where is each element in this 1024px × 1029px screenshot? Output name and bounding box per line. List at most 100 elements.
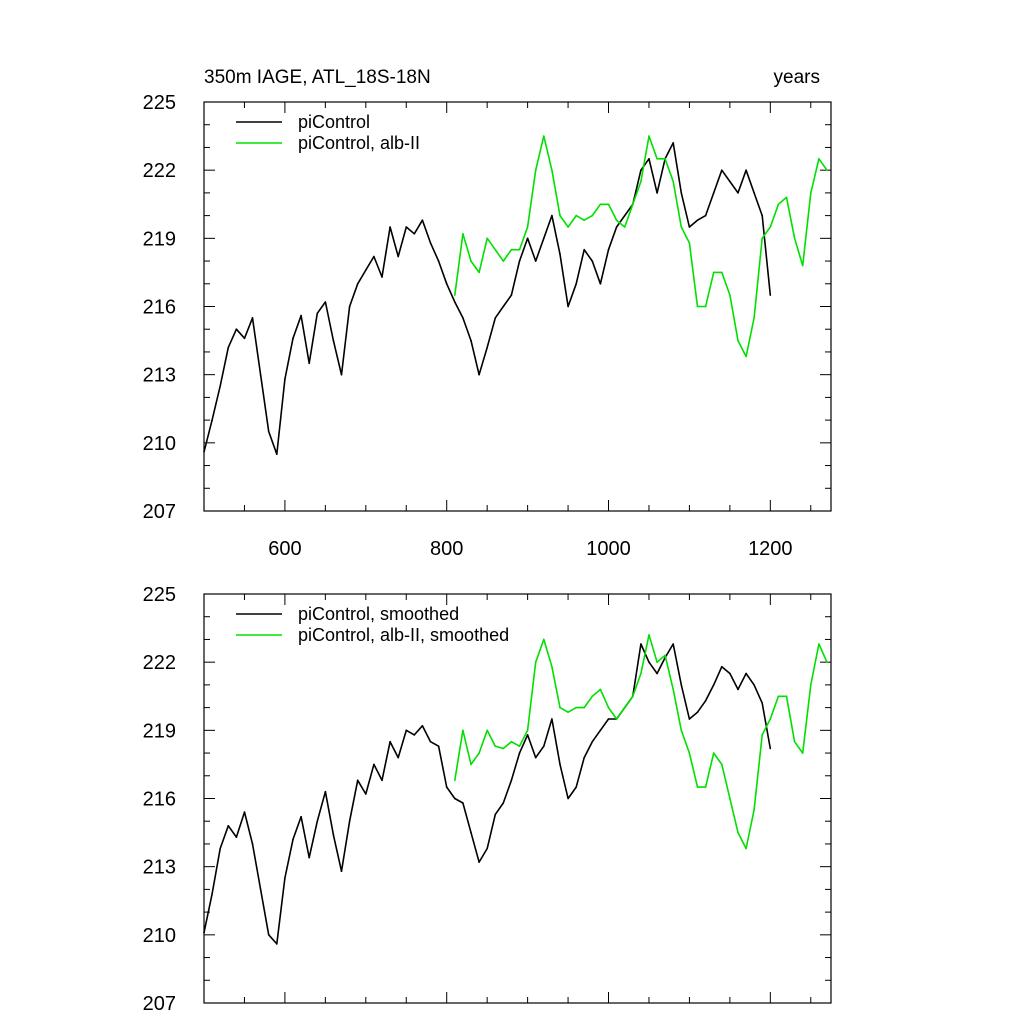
data-point (583, 219, 585, 221)
y-tick-label: 216 (143, 297, 176, 319)
data-point (753, 192, 755, 194)
data-point (510, 779, 513, 782)
data-point (551, 169, 553, 171)
data-point (470, 260, 472, 262)
data-point (575, 214, 577, 217)
data-point (381, 276, 383, 278)
x-tick-label: 600 (268, 538, 301, 560)
data-point (454, 294, 456, 296)
data-point (203, 451, 205, 453)
y-tick-label: 210 (143, 433, 176, 455)
data-point (769, 226, 772, 228)
data-point (591, 260, 594, 262)
y-tick-label: 225 (143, 92, 176, 114)
data-point (591, 740, 594, 743)
data-point (510, 740, 513, 743)
data-point (712, 271, 715, 274)
data-point (712, 684, 715, 686)
data-point (486, 847, 489, 850)
data-point (462, 317, 464, 319)
data-point (656, 661, 658, 663)
y-tick-label: 219 (143, 228, 176, 250)
chart-title: 350m IAGE, ATL_18S-18N (204, 67, 431, 88)
data-point (316, 312, 319, 315)
data-point (648, 661, 650, 663)
data-point (567, 226, 569, 228)
data-point (761, 214, 763, 217)
data-point (559, 706, 561, 709)
data-point (332, 834, 335, 836)
data-point (486, 346, 489, 349)
data-point (664, 158, 666, 160)
bottom-panel: 207 210 213 216 219 222 225 piControl, smoothed… (143, 584, 832, 1015)
data-point (478, 752, 480, 754)
data-point (462, 233, 464, 235)
data-point (688, 242, 691, 244)
data-point (591, 214, 594, 217)
data-point (696, 305, 699, 308)
data-point (308, 362, 311, 365)
data-point (284, 378, 286, 381)
data-point (526, 729, 529, 732)
data-point (494, 745, 497, 747)
data-point (761, 702, 763, 704)
data-point (534, 260, 537, 262)
data-point (308, 856, 311, 859)
data-point (421, 219, 424, 221)
data-point (696, 711, 699, 713)
data-point (575, 706, 577, 709)
data-point (640, 643, 642, 645)
data-point (737, 339, 739, 342)
data-point (793, 237, 796, 240)
data-point (615, 219, 618, 221)
data-point (397, 255, 400, 258)
data-point (648, 158, 650, 160)
data-point (785, 196, 788, 199)
data-point (259, 888, 262, 891)
data-point (737, 688, 739, 691)
data-point (777, 203, 780, 206)
data-point (518, 752, 521, 754)
y-tick-label: 207 (143, 993, 176, 1015)
data-point (769, 747, 772, 750)
data-point (607, 718, 610, 720)
data-point (405, 729, 408, 732)
data-point (227, 346, 230, 349)
data-point (826, 169, 828, 171)
data-point (356, 779, 359, 782)
data-point (478, 271, 480, 274)
data-point (640, 180, 642, 183)
data-point (656, 672, 658, 675)
y-tick-label: 222 (143, 652, 176, 674)
data-point (567, 797, 569, 800)
data-point (494, 813, 497, 816)
data-point (413, 233, 416, 235)
data-point (373, 255, 375, 258)
data-point (437, 260, 440, 262)
data-point (721, 763, 723, 766)
data-point (284, 877, 286, 879)
data-point (267, 430, 270, 433)
data-point (470, 339, 472, 342)
data-point (567, 305, 569, 308)
y-tick-label: 213 (143, 857, 176, 879)
data-point (801, 752, 804, 754)
data-point (599, 203, 602, 206)
data-point (721, 169, 723, 171)
y-tick-label: 213 (143, 365, 176, 387)
data-point (704, 700, 707, 702)
data-point (648, 634, 650, 636)
chart-title-right: years (774, 67, 820, 88)
data-point (445, 786, 448, 788)
data-point (235, 328, 238, 331)
data-point (680, 226, 683, 228)
data-point (688, 752, 691, 754)
data-point (551, 214, 553, 217)
data-point (721, 665, 723, 668)
data-point (607, 203, 610, 206)
data-point (243, 811, 246, 813)
data-point (810, 684, 812, 686)
data-point (543, 638, 545, 641)
data-point (454, 797, 456, 800)
